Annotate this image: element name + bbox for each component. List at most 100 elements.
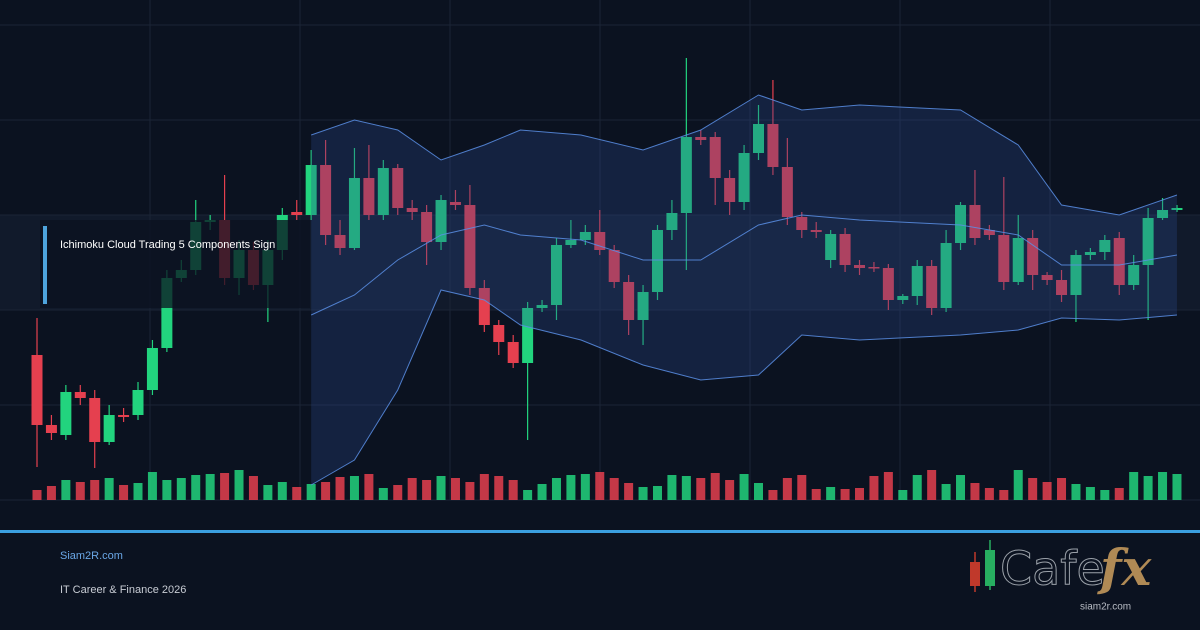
candle-body: [1027, 238, 1039, 275]
candle-body: [146, 348, 158, 390]
candle-body: [753, 124, 764, 153]
volume-bar: [898, 490, 908, 500]
band-line: [311, 94, 1178, 216]
candle-body: [435, 200, 447, 242]
volume-bar: [984, 488, 994, 500]
volume-bar: [277, 482, 287, 500]
candle-body: [940, 243, 952, 308]
candle-body: [161, 278, 173, 348]
volume-bar: [292, 487, 302, 500]
candle-body: [507, 342, 519, 363]
volume-bar: [912, 475, 922, 500]
candle-body: [60, 392, 72, 435]
logo-accent: fx: [1097, 538, 1153, 597]
candle-body: [854, 265, 866, 268]
candle-body: [1056, 280, 1068, 295]
candle-body: [493, 325, 505, 342]
logo: Cafe fx siam2r.com: [970, 538, 1153, 613]
candle-body: [348, 178, 360, 248]
candle-body: [363, 178, 375, 215]
candle-body: [998, 235, 1010, 282]
volume-bar: [1100, 490, 1110, 500]
volume-bar: [840, 489, 850, 500]
volume-bar: [652, 486, 662, 500]
volume-bar: [378, 488, 388, 500]
volume-bar: [248, 476, 258, 500]
candle-body: [608, 250, 620, 282]
volume-bar: [176, 478, 186, 500]
candle-body: [767, 124, 779, 167]
volume-bar: [133, 483, 143, 500]
volume-bar: [436, 476, 446, 500]
volume-bar: [1071, 484, 1081, 500]
candle-body: [406, 208, 418, 212]
candle-body: [132, 390, 144, 415]
candle-body: [305, 165, 317, 215]
volume-bar: [1172, 474, 1182, 500]
candle-body: [882, 268, 894, 300]
volume-bar: [927, 470, 937, 500]
candle-body: [969, 205, 981, 238]
candle-body: [1084, 252, 1096, 255]
candle-body: [377, 168, 389, 215]
band-fill: [311, 95, 1177, 485]
volume-bar: [104, 478, 114, 500]
candle-body: [594, 232, 606, 250]
volume-bar: [321, 482, 331, 500]
candle-body: [291, 212, 303, 215]
volume-bar: [537, 484, 547, 500]
volume-bar: [797, 475, 807, 500]
candle-body: [334, 235, 346, 248]
candle-body: [680, 137, 692, 213]
volume-bar: [754, 483, 763, 500]
volume-bar: [1143, 476, 1153, 500]
candle-body: [565, 240, 577, 245]
volume-bar: [450, 478, 460, 500]
volume-bar: [1028, 478, 1038, 500]
tagline: IT Career & Finance 2026: [60, 584, 186, 596]
candle-body: [810, 230, 822, 232]
title: Ichimoku Cloud Trading 5 Components Sign: [60, 239, 275, 251]
volume-bar: [782, 478, 792, 500]
volume-bar: [768, 490, 778, 500]
volume-bar: [883, 472, 893, 500]
volume-bar: [1114, 488, 1124, 500]
volume-bar: [681, 476, 691, 500]
volume-bar: [1042, 482, 1052, 500]
candle-body: [89, 398, 101, 442]
candle-body: [536, 305, 548, 308]
volume-bar: [1085, 487, 1095, 500]
volume-bar: [811, 489, 821, 500]
candle-body: [1012, 238, 1024, 282]
candle-body: [983, 230, 995, 235]
candle-body: [666, 213, 678, 230]
volume-bar: [61, 480, 71, 500]
candle-body: [651, 230, 663, 292]
candle-body: [118, 415, 130, 417]
volume-bar: [220, 473, 230, 500]
volume-bar: [725, 480, 735, 500]
candle-body: [45, 425, 57, 433]
candle-body: [464, 205, 476, 288]
candle-body: [421, 212, 433, 242]
candle-body: [738, 153, 750, 202]
volume-bar: [90, 480, 100, 500]
volume-bar: [32, 490, 42, 500]
volume-bar: [364, 474, 374, 500]
candle-body: [478, 288, 490, 325]
volume-bar: [393, 485, 403, 500]
candle-body: [796, 217, 808, 230]
candle-body: [1113, 238, 1125, 285]
volume-bar: [349, 476, 359, 500]
volume-bar: [1158, 472, 1168, 500]
logo-icon: [970, 562, 980, 586]
candle-body: [911, 266, 923, 296]
candle-body: [31, 355, 43, 425]
volume-bar: [162, 480, 172, 500]
candle-body: [1142, 218, 1154, 265]
volume-bar: [595, 472, 605, 500]
volume-bar: [407, 478, 417, 500]
volume-bar: [999, 490, 1009, 500]
volume-bar: [119, 485, 129, 500]
title-accent: [43, 226, 47, 304]
